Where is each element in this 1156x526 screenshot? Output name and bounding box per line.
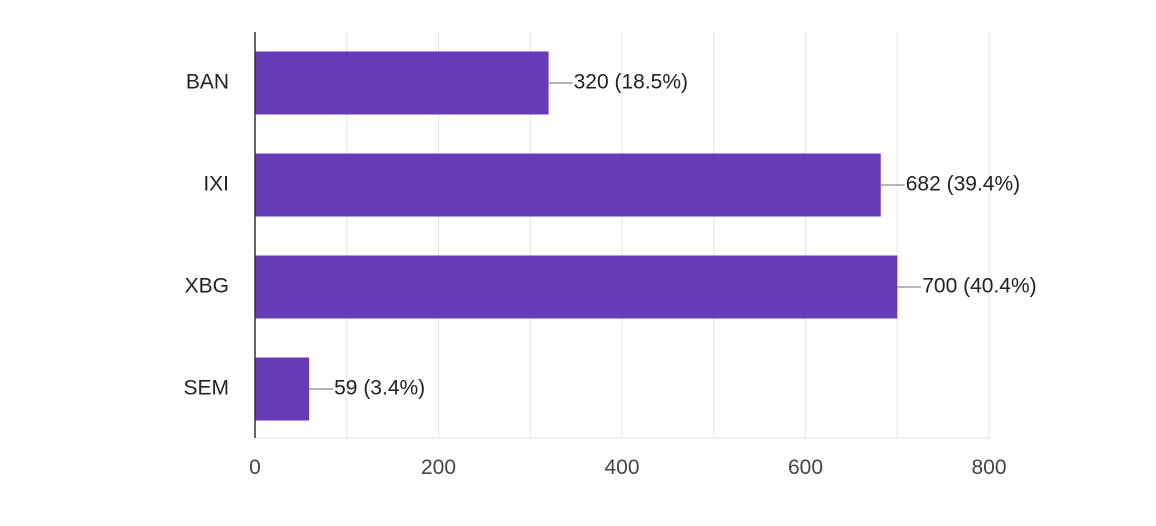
data-label-ixi: 682 (39.4%) bbox=[906, 173, 1020, 196]
bars bbox=[255, 51, 898, 421]
x-tick-label: 0 bbox=[249, 456, 261, 479]
category-label-xbg: XBG bbox=[185, 275, 229, 298]
bar-xbg bbox=[255, 255, 898, 319]
x-tick-label: 800 bbox=[971, 456, 1006, 479]
data-label-ban: 320 (18.5%) bbox=[574, 71, 688, 94]
x-tick-label: 400 bbox=[604, 456, 639, 479]
bar-ban bbox=[255, 51, 549, 115]
category-label-ixi: IXI bbox=[203, 173, 229, 196]
data-label-sem: 59 (3.4%) bbox=[334, 377, 425, 400]
category-label-sem: SEM bbox=[183, 377, 229, 400]
bar-sem bbox=[255, 357, 310, 421]
x-tick-label: 200 bbox=[421, 456, 456, 479]
bar-ixi bbox=[255, 153, 881, 217]
category-label-ban: BAN bbox=[186, 71, 229, 94]
data-label-xbg: 700 (40.4%) bbox=[922, 275, 1036, 298]
x-tick-label: 600 bbox=[788, 456, 823, 479]
labels: 320 (18.5%) BAN 682 (39.4%) IXI 700 (40.4%) X… bbox=[183, 71, 1036, 479]
